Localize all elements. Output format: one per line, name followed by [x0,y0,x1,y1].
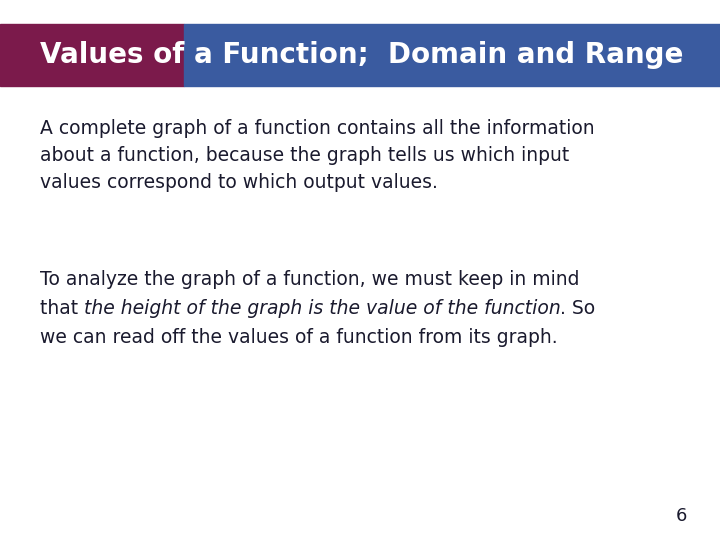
Text: 6: 6 [676,507,688,525]
Text: A complete graph of a function contains all the information
about a function, be: A complete graph of a function contains … [40,119,594,192]
Text: Values of a Function;  Domain and Range: Values of a Function; Domain and Range [40,42,683,69]
Bar [184,24,720,86]
Text: To analyze the graph of a function, we must keep in mind: To analyze the graph of a function, we m… [40,270,579,289]
Text: we can read off the values of a function from its graph.: we can read off the values of a function… [40,328,557,347]
Text: the height of the graph is the value of the function: the height of the graph is the value of … [84,299,560,318]
Bar [0,24,184,86]
Text: . So: . So [560,299,595,318]
Text: that: that [40,299,84,318]
